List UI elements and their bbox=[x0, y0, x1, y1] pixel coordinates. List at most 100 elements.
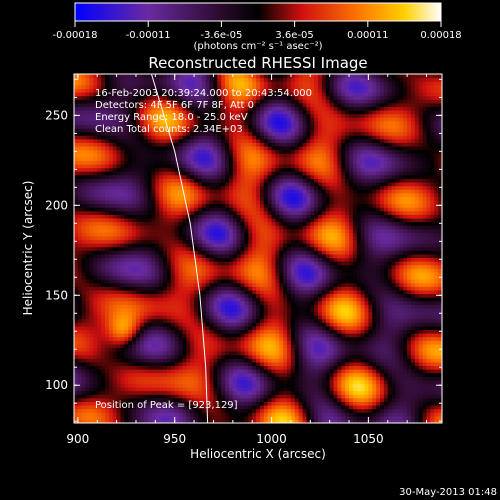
heatmap-cell bbox=[139, 311, 145, 316]
heatmap-cell bbox=[143, 171, 149, 176]
heatmap-cell bbox=[256, 390, 261, 395]
heatmap-cell bbox=[244, 214, 249, 219]
heatmap-cell bbox=[252, 84, 257, 89]
heatmap-cell bbox=[248, 415, 253, 421]
heatmap-cell bbox=[170, 279, 176, 284]
heatmap-cell bbox=[201, 271, 207, 277]
heatmap-cell bbox=[194, 246, 199, 251]
heatmap-cell bbox=[81, 102, 87, 107]
heatmap-cell bbox=[108, 253, 114, 259]
heatmap-cell bbox=[124, 261, 129, 266]
heatmap-cell bbox=[225, 347, 230, 352]
heatmap-cell bbox=[252, 243, 257, 248]
heatmap-cell bbox=[104, 275, 110, 280]
heatmap-cell bbox=[116, 297, 122, 302]
heatmap-cell bbox=[190, 181, 195, 187]
heatmap-cell bbox=[259, 397, 265, 403]
heatmap-cell bbox=[155, 304, 160, 309]
heatmap-cell bbox=[166, 383, 172, 388]
heatmap-cell bbox=[120, 145, 125, 151]
heatmap-cell bbox=[194, 372, 199, 377]
heatmap-cell bbox=[205, 246, 211, 251]
heatmap-cell bbox=[267, 293, 273, 298]
heatmap-cell bbox=[267, 253, 273, 259]
heatmap-cell bbox=[271, 387, 277, 392]
heatmap-cell bbox=[89, 178, 94, 183]
heatmap-cell bbox=[232, 289, 238, 295]
heatmap-cell bbox=[240, 257, 246, 262]
heatmap-cell bbox=[93, 153, 98, 158]
heatmap-cell bbox=[213, 145, 218, 151]
heatmap-cell bbox=[259, 232, 265, 237]
heatmap-cell bbox=[248, 322, 253, 327]
heatmap-cell bbox=[197, 315, 203, 320]
heatmap-cell bbox=[116, 387, 122, 392]
heatmap-cell bbox=[108, 325, 114, 331]
heatmap-cell bbox=[108, 329, 114, 334]
heatmap-cell bbox=[244, 99, 249, 104]
heatmap-cell bbox=[170, 203, 176, 208]
heatmap-cell bbox=[170, 221, 176, 226]
heatmap-cell bbox=[112, 210, 118, 215]
heatmap-cell bbox=[182, 347, 187, 352]
heatmap-cell bbox=[132, 102, 137, 107]
heatmap-cell bbox=[139, 325, 145, 331]
heatmap-cell bbox=[116, 95, 122, 100]
heatmap-cell bbox=[201, 95, 207, 100]
heatmap-cell bbox=[89, 376, 94, 381]
heatmap-cell bbox=[197, 358, 203, 363]
heatmap-cell bbox=[217, 88, 222, 93]
heatmap-cell bbox=[89, 84, 94, 89]
heatmap-cell bbox=[135, 167, 141, 172]
heatmap-cell bbox=[77, 408, 83, 413]
heatmap-cell bbox=[170, 261, 176, 266]
heatmap-cell bbox=[225, 250, 230, 255]
heatmap-cell bbox=[228, 81, 234, 86]
heatmap-cell bbox=[147, 253, 153, 259]
heatmap-cell bbox=[190, 88, 195, 93]
heatmap-cell bbox=[213, 250, 218, 255]
heatmap-cell bbox=[132, 217, 137, 223]
heatmap-cell bbox=[112, 135, 118, 140]
heatmap-cell bbox=[178, 127, 184, 133]
heatmap-cell bbox=[194, 354, 199, 359]
heatmap-cell bbox=[97, 127, 102, 133]
heatmap-cell bbox=[112, 253, 118, 259]
heatmap-cell bbox=[112, 372, 118, 377]
heatmap-cell bbox=[217, 376, 222, 381]
heatmap-cell bbox=[256, 127, 261, 133]
heatmap-cell bbox=[213, 156, 218, 161]
heatmap-cell bbox=[143, 253, 149, 259]
heatmap-cell bbox=[201, 217, 207, 223]
heatmap-cell bbox=[132, 135, 137, 140]
heatmap-cell bbox=[77, 329, 83, 334]
heatmap-cell bbox=[190, 347, 195, 352]
heatmap-cell bbox=[259, 207, 265, 212]
heatmap-cell bbox=[263, 412, 269, 417]
heatmap-cell bbox=[267, 77, 273, 82]
heatmap-cell bbox=[201, 77, 207, 82]
heatmap-cell bbox=[213, 171, 218, 176]
heatmap-cell bbox=[151, 354, 156, 359]
heatmap-cell bbox=[263, 181, 269, 187]
heatmap-cell bbox=[197, 232, 203, 237]
heatmap-cell bbox=[197, 160, 203, 165]
heatmap-cell bbox=[159, 307, 164, 313]
heatmap-cell bbox=[194, 153, 199, 158]
heatmap-cell bbox=[124, 372, 129, 377]
heatmap-cell bbox=[139, 149, 145, 154]
heatmap-cell bbox=[143, 210, 149, 215]
heatmap-cell bbox=[77, 383, 83, 388]
heatmap-cell bbox=[104, 196, 110, 201]
heatmap-cell bbox=[132, 239, 137, 244]
heatmap-cell bbox=[248, 289, 253, 295]
heatmap-cell bbox=[209, 250, 215, 255]
heatmap-cell bbox=[104, 405, 110, 410]
heatmap-cell bbox=[81, 77, 87, 82]
heatmap-cell bbox=[252, 160, 257, 165]
heatmap-cell bbox=[240, 271, 246, 277]
heatmap-cell bbox=[170, 354, 176, 359]
heatmap-cell bbox=[163, 138, 168, 143]
heatmap-cell bbox=[186, 297, 191, 302]
heatmap-cell bbox=[252, 74, 257, 79]
